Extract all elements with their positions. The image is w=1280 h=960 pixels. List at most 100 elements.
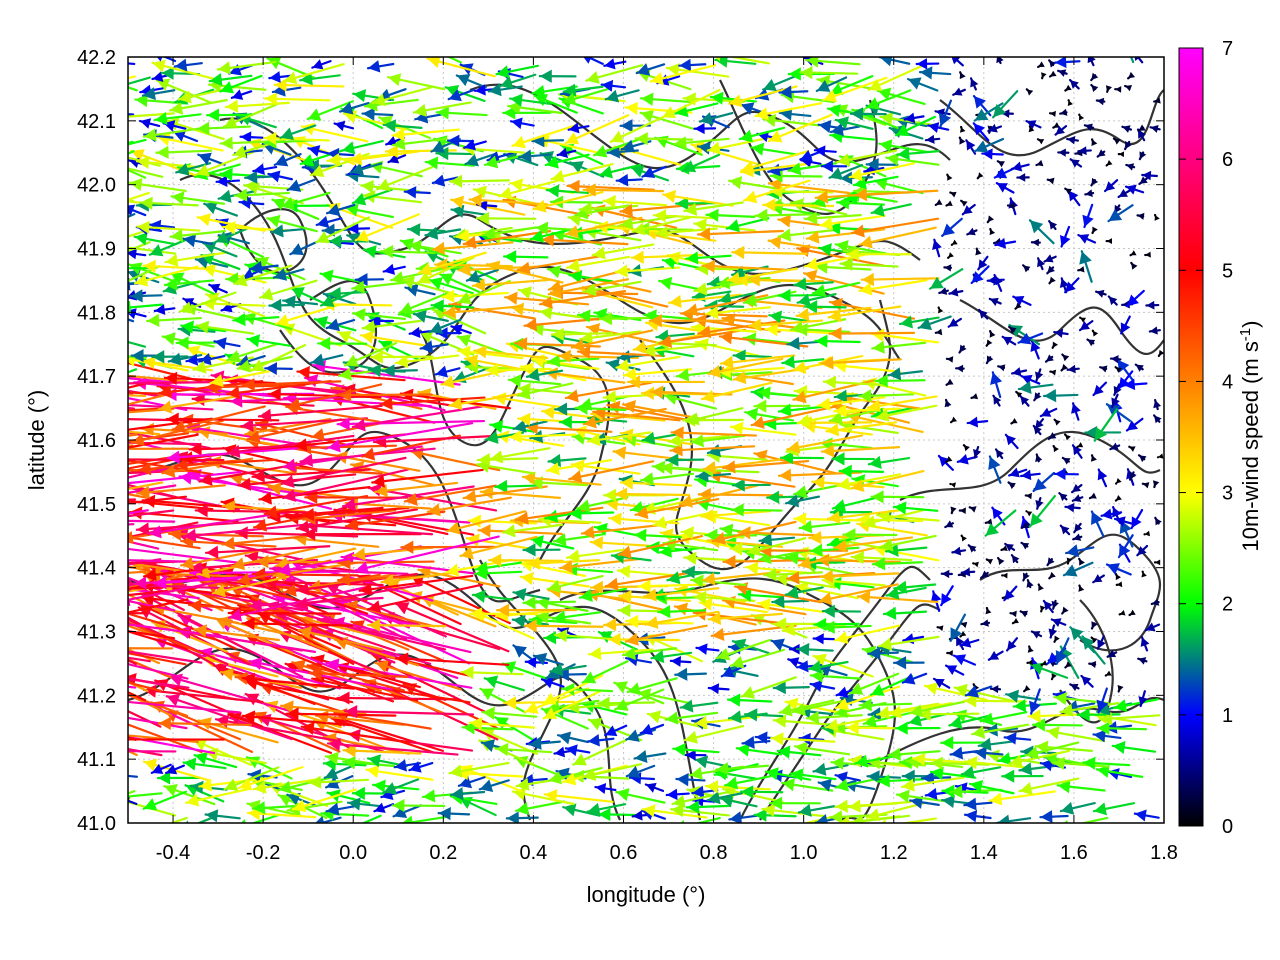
wind-arrow bbox=[834, 624, 901, 645]
wind-arrow bbox=[182, 522, 317, 542]
contour-line bbox=[939, 89, 1164, 157]
wind-arrow bbox=[997, 364, 1006, 372]
wind-arrow bbox=[139, 196, 199, 210]
wind-arrow bbox=[1115, 581, 1123, 588]
wind-arrow bbox=[1138, 151, 1147, 161]
wind-arrow bbox=[1011, 618, 1019, 625]
wind-arrow bbox=[342, 744, 422, 758]
wind-arrow bbox=[626, 677, 678, 696]
wind-arrow bbox=[208, 283, 228, 294]
wind-arrow bbox=[585, 64, 644, 84]
wind-arrow bbox=[946, 173, 953, 181]
wind-arrow bbox=[1042, 599, 1054, 614]
wind-arrow bbox=[129, 289, 163, 303]
wind-arrow bbox=[523, 316, 613, 332]
wind-arrow bbox=[529, 227, 575, 243]
wind-arrow bbox=[938, 99, 953, 128]
wind-arrow bbox=[845, 247, 912, 261]
wind-arrow bbox=[391, 798, 446, 813]
wind-arrow bbox=[805, 711, 863, 725]
wind-arrow bbox=[1062, 561, 1094, 577]
wind-arrow bbox=[522, 596, 577, 610]
wind-arrow bbox=[232, 312, 280, 327]
wind-arrow bbox=[128, 213, 136, 218]
wind-arrow bbox=[707, 357, 784, 378]
wind-arrow bbox=[362, 245, 406, 259]
wind-arrow bbox=[1077, 266, 1085, 273]
wind-arrow bbox=[523, 619, 604, 633]
colorbar-tick-label: 7 bbox=[1222, 38, 1233, 60]
wind-arrow bbox=[702, 458, 781, 475]
wind-arrow bbox=[128, 509, 149, 515]
wind-arrow bbox=[336, 691, 458, 705]
wind-arrow bbox=[821, 604, 862, 618]
y-tick-label: 41.3 bbox=[77, 622, 116, 644]
wind-arrow bbox=[315, 216, 370, 244]
wind-arrow bbox=[880, 817, 937, 823]
wind-arrow bbox=[178, 291, 237, 314]
wind-arrow bbox=[1043, 254, 1057, 263]
wind-arrow bbox=[988, 455, 1002, 484]
wind-arrow bbox=[257, 404, 383, 422]
wind-arrow bbox=[850, 470, 925, 493]
wind-arrow bbox=[856, 590, 939, 604]
wind-arrow bbox=[674, 667, 708, 681]
wind-arrow bbox=[1117, 534, 1134, 559]
wind-arrow bbox=[622, 646, 678, 661]
wind-arrow bbox=[901, 672, 928, 685]
wind-arrow bbox=[1025, 119, 1042, 130]
wind-arrow bbox=[1136, 212, 1145, 220]
wind-arrow bbox=[300, 506, 410, 522]
wind-arrow bbox=[959, 631, 967, 638]
wind-arrow bbox=[614, 264, 681, 278]
wind-arrow bbox=[871, 557, 924, 571]
wind-arrow bbox=[1096, 635, 1106, 650]
wind-arrow bbox=[805, 57, 861, 68]
wind-arrow bbox=[707, 683, 730, 695]
wind-arrow bbox=[311, 59, 332, 70]
wind-arrow bbox=[391, 127, 460, 142]
wind-arrow bbox=[326, 422, 474, 453]
wind-arrow bbox=[475, 211, 537, 225]
wind-arrow bbox=[128, 403, 214, 411]
wind-arrow bbox=[128, 540, 160, 550]
wind-arrow bbox=[367, 618, 447, 632]
wind-arrow bbox=[552, 533, 604, 547]
wind-arrow bbox=[545, 184, 590, 198]
wind-arrow bbox=[447, 88, 475, 102]
wind-arrow bbox=[763, 568, 824, 582]
wind-arrow bbox=[387, 153, 407, 164]
wind-arrow bbox=[1156, 453, 1164, 459]
wind-arrow bbox=[715, 762, 770, 776]
wind-arrow bbox=[927, 122, 950, 133]
wind-arrow bbox=[1039, 605, 1046, 613]
wind-arrow bbox=[215, 175, 241, 188]
wind-arrow bbox=[622, 367, 692, 381]
colorbar-tick-label: 4 bbox=[1222, 371, 1233, 393]
wind-arrow bbox=[442, 305, 524, 319]
wind-arrow bbox=[268, 71, 294, 83]
wind-arrow bbox=[596, 696, 656, 710]
wind-arrow bbox=[795, 642, 834, 657]
wind-arrow bbox=[522, 543, 561, 557]
wind-arrow bbox=[985, 355, 994, 365]
wind-arrow bbox=[985, 558, 993, 565]
wind-arrow bbox=[1086, 338, 1096, 347]
wind-arrow bbox=[1064, 277, 1080, 294]
wind-arrow bbox=[263, 131, 330, 146]
wind-arrow bbox=[992, 394, 1002, 407]
wind-arrow bbox=[285, 707, 397, 721]
wind-arrow bbox=[671, 790, 730, 808]
wind-arrow bbox=[679, 699, 719, 713]
wind-arrow bbox=[1026, 659, 1033, 666]
y-tick-label: 42.2 bbox=[77, 47, 116, 69]
wind-arrow bbox=[631, 216, 693, 236]
wind-arrow bbox=[223, 766, 280, 791]
wind-arrow bbox=[562, 803, 601, 817]
wind-arrow bbox=[639, 109, 694, 130]
wind-arrow bbox=[128, 621, 202, 655]
wind-arrow bbox=[1014, 302, 1022, 310]
wind-arrow bbox=[619, 476, 693, 490]
wind-arrow bbox=[135, 155, 201, 170]
wind-arrow bbox=[1052, 444, 1059, 453]
